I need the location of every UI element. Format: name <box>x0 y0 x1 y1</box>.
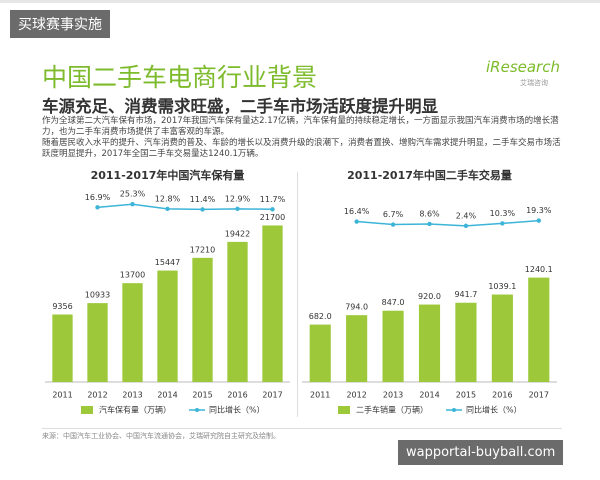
point <box>427 221 432 227</box>
x-tick-label: 2013 <box>383 391 403 400</box>
point <box>390 222 396 227</box>
data-label: 10933 <box>85 291 110 300</box>
watermark: wapportal-buyball.com <box>398 440 564 465</box>
legend-swatch <box>452 408 456 412</box>
title: 中国二手车电商行业背景 <box>42 63 318 92</box>
x-tick-label: 2011 <box>310 391 330 400</box>
bar <box>491 294 513 382</box>
line <box>356 219 539 227</box>
point <box>95 205 100 210</box>
x-tick-label: 2012 <box>346 391 366 400</box>
subtitle: 车源充足、消费需求旺盛，二手车市场活跃度提升明显 <box>42 97 438 116</box>
line <box>97 203 273 211</box>
data-label: 16.9% <box>85 193 111 202</box>
data-label: 6.7% <box>383 210 404 219</box>
data-label: 16.4% <box>344 207 370 216</box>
chart-title: 2011-2017年中国二手车交易量 <box>347 168 512 182</box>
bar <box>262 225 283 382</box>
x-tick-label: 2015 <box>456 391 476 400</box>
bar <box>52 314 73 382</box>
x-tick-label: 2017 <box>262 391 282 400</box>
logo-sub: 艾瑞咨询 <box>520 79 548 87</box>
data-label: 941.7 <box>454 290 477 299</box>
data-label: 794.0 <box>345 303 368 312</box>
bar <box>528 277 550 382</box>
legend-swatch <box>195 408 199 412</box>
bar <box>418 304 441 382</box>
point <box>463 223 469 229</box>
data-label: 920.0 <box>418 292 441 301</box>
data-label: 21700 <box>260 213 285 222</box>
x-tick-label: 2014 <box>157 391 177 400</box>
legend-label: 同比增长（%） <box>466 405 522 415</box>
data-label: 11.4% <box>190 195 216 204</box>
point <box>354 219 359 224</box>
data-label: 8.6% <box>419 209 440 218</box>
legend-swatch <box>81 406 93 414</box>
bar <box>455 302 477 382</box>
point <box>270 207 275 212</box>
data-label: 12.9% <box>225 194 251 203</box>
legend-swatch <box>338 406 350 414</box>
x-tick-label: 2012 <box>87 391 107 400</box>
point <box>536 218 541 223</box>
x-tick-label: 2011 <box>52 391 72 400</box>
legend-label: 汽车保有量（万辆） <box>99 405 171 415</box>
x-tick-label: 2013 <box>122 391 142 400</box>
chart-title: 2011-2017年中国汽车保有量 <box>91 168 245 182</box>
data-label: 682.0 <box>309 312 332 321</box>
x-tick-label: 2017 <box>529 391 549 400</box>
data-label: 1240.1 <box>525 265 553 274</box>
data-label: 25.3% <box>120 190 146 199</box>
data-label: 19422 <box>225 229 250 238</box>
separator <box>42 428 562 429</box>
point <box>500 221 505 226</box>
bar <box>87 303 108 382</box>
legend-label: 同比增长（%） <box>209 405 265 415</box>
logo: iResearch <box>486 58 560 76</box>
data-label: 17210 <box>190 245 215 254</box>
divider <box>297 172 298 417</box>
x-tick-label: 2015 <box>192 391 212 400</box>
watermark: 买球赛事实施 <box>10 10 110 38</box>
point <box>200 207 205 212</box>
bar <box>122 283 143 382</box>
bar <box>346 315 368 382</box>
data-label: 15447 <box>155 258 180 267</box>
data-label: 9356 <box>52 302 72 311</box>
paragraph: 随着居民收入水平的提升、汽车消费的普及、车龄的增长以及消费升级的浪潮下，消费者置… <box>42 138 561 159</box>
x-tick-label: 2016 <box>492 391 512 400</box>
top-strip <box>0 0 600 3</box>
data-label: 11.7% <box>260 195 286 204</box>
point <box>235 206 240 212</box>
x-tick-label: 2014 <box>419 391 439 400</box>
data-label: 1039.1 <box>488 282 516 291</box>
data-label: 2.4% <box>456 211 477 220</box>
paragraph: 作为全球第二大汽车保有市场，2017年我国汽车保有量达2.17亿辆，汽车保有量的… <box>42 116 559 137</box>
bar <box>309 324 331 382</box>
data-label: 10.3% <box>490 209 516 218</box>
bar <box>227 241 248 382</box>
data-label: 847.0 <box>382 298 405 307</box>
bar <box>382 310 404 382</box>
point <box>130 202 135 207</box>
data-label: 19.3% <box>526 206 552 215</box>
data-label: 12.8% <box>155 194 181 203</box>
point <box>165 206 170 212</box>
legend-label: 二手车销量（万辆） <box>356 405 428 415</box>
bar <box>157 270 178 382</box>
x-tick-label: 2016 <box>227 391 247 400</box>
data-label: 13700 <box>120 271 145 280</box>
source: 来源：中国汽车工业协会、中国汽车流通协会，艾瑞研究院自主研究及绘制。 <box>42 432 280 440</box>
bar <box>192 257 213 382</box>
